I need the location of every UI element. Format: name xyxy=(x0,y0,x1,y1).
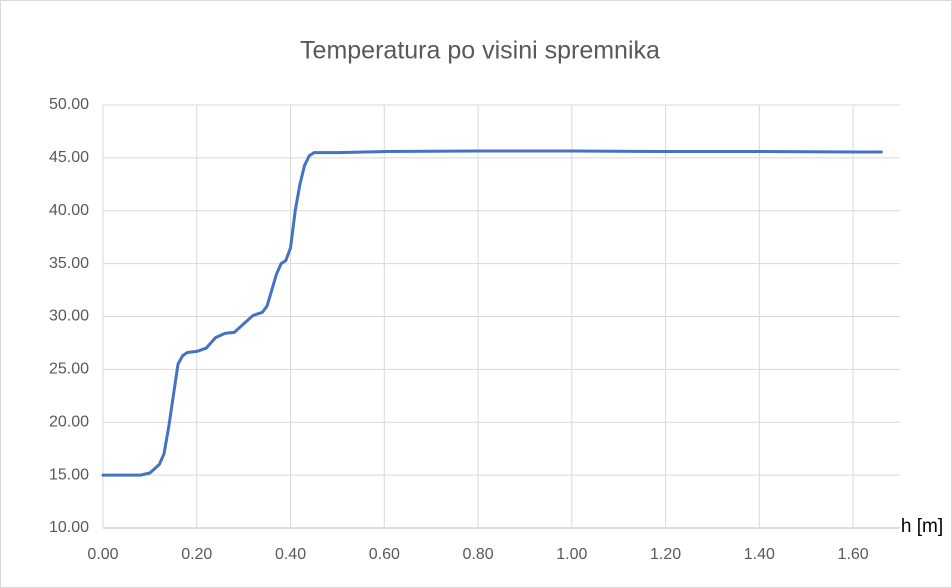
y-tick-label: 35.00 xyxy=(49,255,89,272)
y-tick-label: 45.00 xyxy=(49,149,89,166)
x-tick-label: 1.60 xyxy=(838,546,869,563)
x-tick-label: 1.00 xyxy=(556,546,587,563)
x-tick-label: 0.40 xyxy=(275,546,306,563)
y-tick-label: 20.00 xyxy=(49,413,89,430)
x-tick-label: 1.40 xyxy=(744,546,775,563)
data-line xyxy=(101,149,883,477)
y-tick-label: 25.00 xyxy=(49,361,89,378)
x-tick-label: 0.20 xyxy=(181,546,212,563)
y-tick-label: 15.00 xyxy=(49,466,89,483)
y-tick-label: 30.00 xyxy=(49,308,89,325)
x-axis-label: h [m] xyxy=(901,516,943,537)
x-tick-label: 0.80 xyxy=(462,546,493,563)
x-tick-label: 0.60 xyxy=(369,546,400,563)
x-tick-label: 0.00 xyxy=(87,546,118,563)
chart-title: Temperatura po visini spremnika xyxy=(300,37,660,65)
y-tick-label: 50.00 xyxy=(49,96,89,113)
y-tick-label: 10.00 xyxy=(49,519,89,536)
y-tick-label: 40.00 xyxy=(49,202,89,219)
x-tick-label: 1.20 xyxy=(650,546,681,563)
